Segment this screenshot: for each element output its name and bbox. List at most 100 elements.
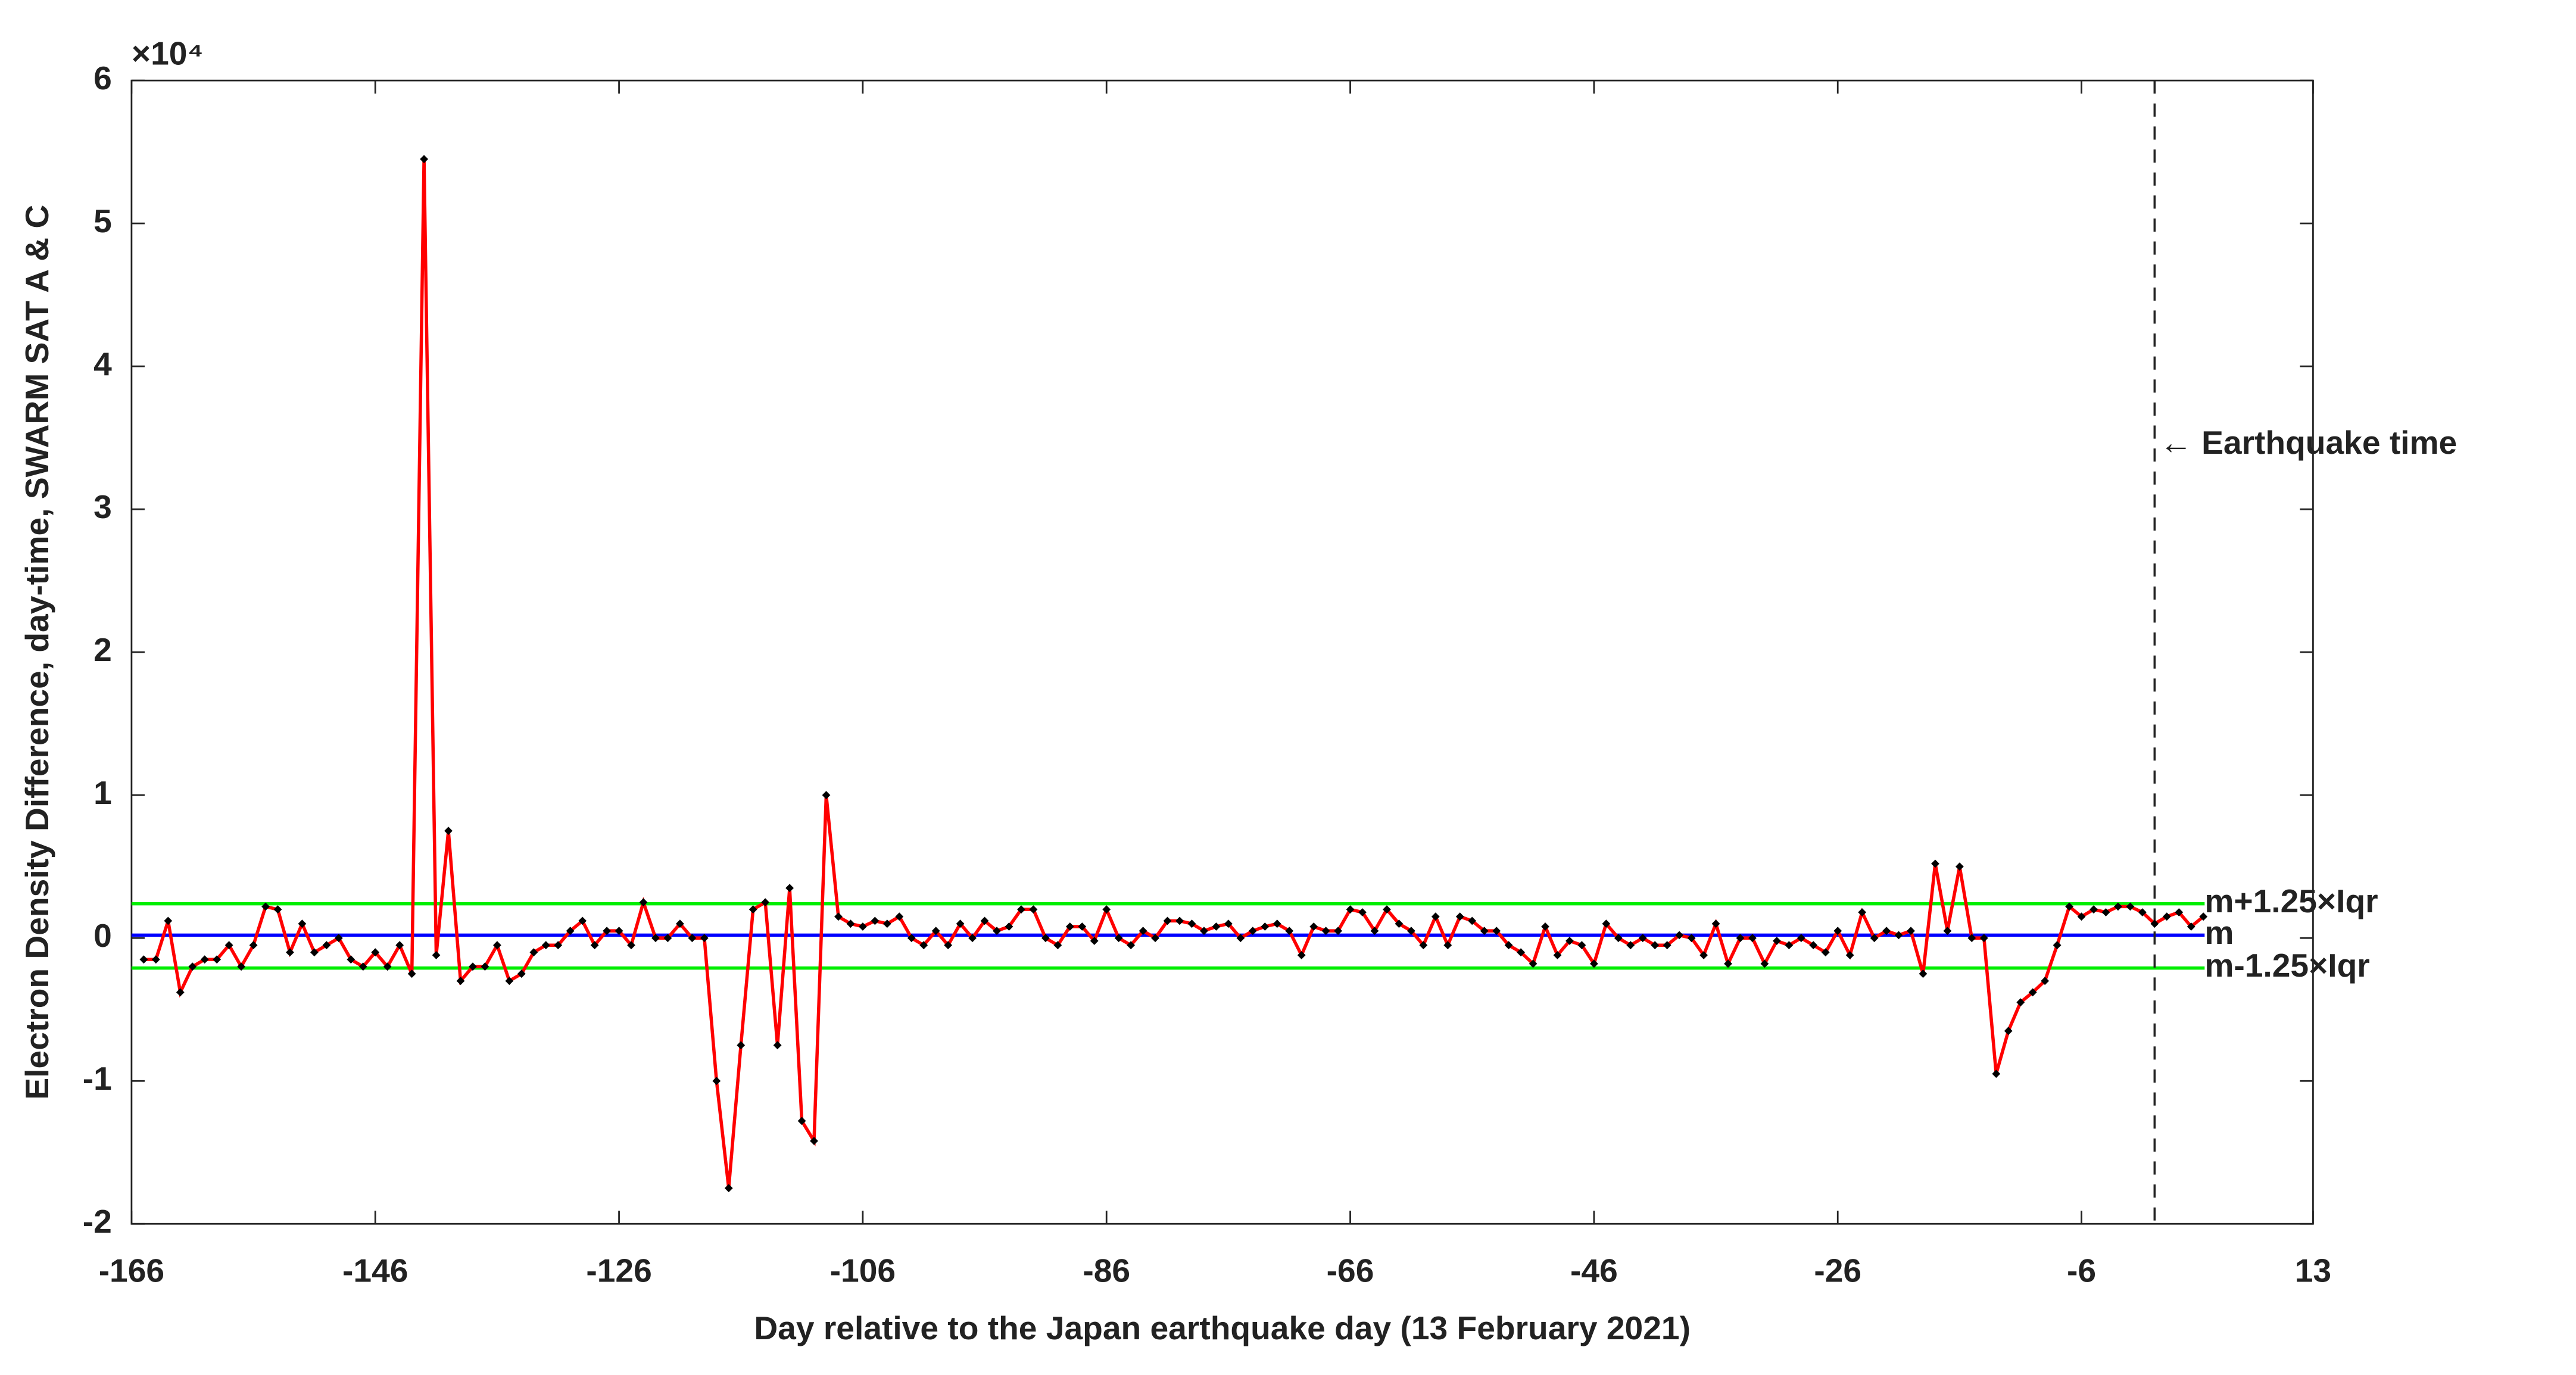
data-point <box>2187 922 2195 931</box>
data-point <box>1931 859 1939 868</box>
data-point <box>1090 937 1099 945</box>
data-point <box>737 1041 746 1050</box>
x-tick-label: -6 <box>2067 1252 2096 1289</box>
data-point <box>2162 912 2171 921</box>
y-tick-label: 5 <box>93 202 112 239</box>
data-point <box>481 962 489 971</box>
data-point <box>237 962 245 971</box>
data-point <box>529 948 538 957</box>
data-point <box>347 955 355 964</box>
data-point <box>980 916 989 925</box>
data-point <box>810 1137 818 1145</box>
data-point <box>1041 934 1050 943</box>
data-point <box>1102 905 1111 914</box>
data-point <box>931 927 940 936</box>
data-point <box>395 941 404 950</box>
data-point <box>858 922 867 931</box>
data-point <box>2041 977 2050 986</box>
data-point <box>1748 934 1757 943</box>
data-point <box>627 941 635 950</box>
data-point <box>956 919 965 928</box>
data-point <box>712 1077 721 1086</box>
data-point <box>1065 922 1074 931</box>
data-point <box>1370 927 1379 936</box>
x-tick-label: -126 <box>586 1252 651 1289</box>
data-point <box>517 969 526 978</box>
data-point <box>176 988 185 997</box>
data-point <box>1967 934 1976 943</box>
data-point <box>1261 922 1270 931</box>
data-point <box>993 927 1001 936</box>
data-point <box>1114 934 1123 943</box>
data-point <box>286 948 294 957</box>
data-point <box>2101 908 2110 916</box>
data-point <box>919 941 928 950</box>
data-point <box>1346 905 1355 914</box>
data-point <box>1309 922 1318 931</box>
data-point <box>2053 941 2062 950</box>
data-point <box>469 962 477 971</box>
data-point <box>1772 937 1781 945</box>
data-point <box>1504 941 1513 950</box>
x-tick-label: -46 <box>1570 1252 1618 1289</box>
data-point <box>224 941 233 950</box>
data-point <box>1711 919 1720 928</box>
x-tick-label: -26 <box>1814 1252 1861 1289</box>
data-point <box>1175 916 1184 925</box>
data-point <box>1529 959 1538 968</box>
data-point <box>1858 908 1867 916</box>
data-point <box>1699 951 1708 959</box>
data-point <box>1943 927 1952 936</box>
data-point <box>164 916 173 925</box>
data-point <box>1724 959 1732 968</box>
y-tick-label: -1 <box>83 1060 112 1097</box>
data-point <box>1979 934 1988 943</box>
data-point <box>1785 941 1794 950</box>
data-point <box>188 962 197 971</box>
x-tick-label: 13 <box>2295 1252 2331 1289</box>
data-point <box>1017 905 1025 914</box>
data-point <box>1053 941 1062 950</box>
data-point <box>639 898 648 907</box>
y-multiplier: ×10⁴ <box>132 35 204 71</box>
data-point <box>139 955 148 964</box>
data-point <box>1224 919 1233 928</box>
data-point <box>1358 908 1367 916</box>
data-point <box>334 934 343 943</box>
data-point <box>1809 941 1818 950</box>
data-point <box>2065 902 2073 911</box>
x-tick-label: -86 <box>1083 1252 1130 1289</box>
y-tick-label: 6 <box>93 60 112 96</box>
data-point <box>1882 927 1891 936</box>
x-axis-label: Day relative to the Japan earthquake day… <box>754 1309 1691 1346</box>
data-point <box>554 941 563 950</box>
data-point <box>846 919 855 928</box>
data-point <box>249 941 258 950</box>
reference-label: m-1.25×Iqr <box>2204 947 2369 984</box>
data-point <box>968 934 977 943</box>
data-point <box>1821 948 1830 957</box>
data-point <box>1005 922 1013 931</box>
y-tick-label: 0 <box>93 917 112 954</box>
data-point <box>1541 922 1549 931</box>
reference-label: m <box>2204 914 2234 951</box>
data-point <box>493 941 501 950</box>
data-point <box>1833 927 1842 936</box>
data-point <box>1200 927 1208 936</box>
data-point <box>420 155 428 164</box>
data-point <box>2199 912 2208 921</box>
data-point <box>1638 934 1647 943</box>
data-point <box>944 941 953 950</box>
x-tick-label: -146 <box>342 1252 408 1289</box>
data-point <box>882 919 891 928</box>
data-point <box>1736 934 1745 943</box>
data-point <box>1760 959 1769 968</box>
data-point <box>273 905 282 914</box>
y-tick-label: 4 <box>93 345 112 382</box>
y-axis-label: Electron Density Difference, day-time, S… <box>18 205 55 1100</box>
data-point <box>773 1041 782 1050</box>
data-point <box>1151 934 1159 943</box>
data-point <box>213 955 222 964</box>
